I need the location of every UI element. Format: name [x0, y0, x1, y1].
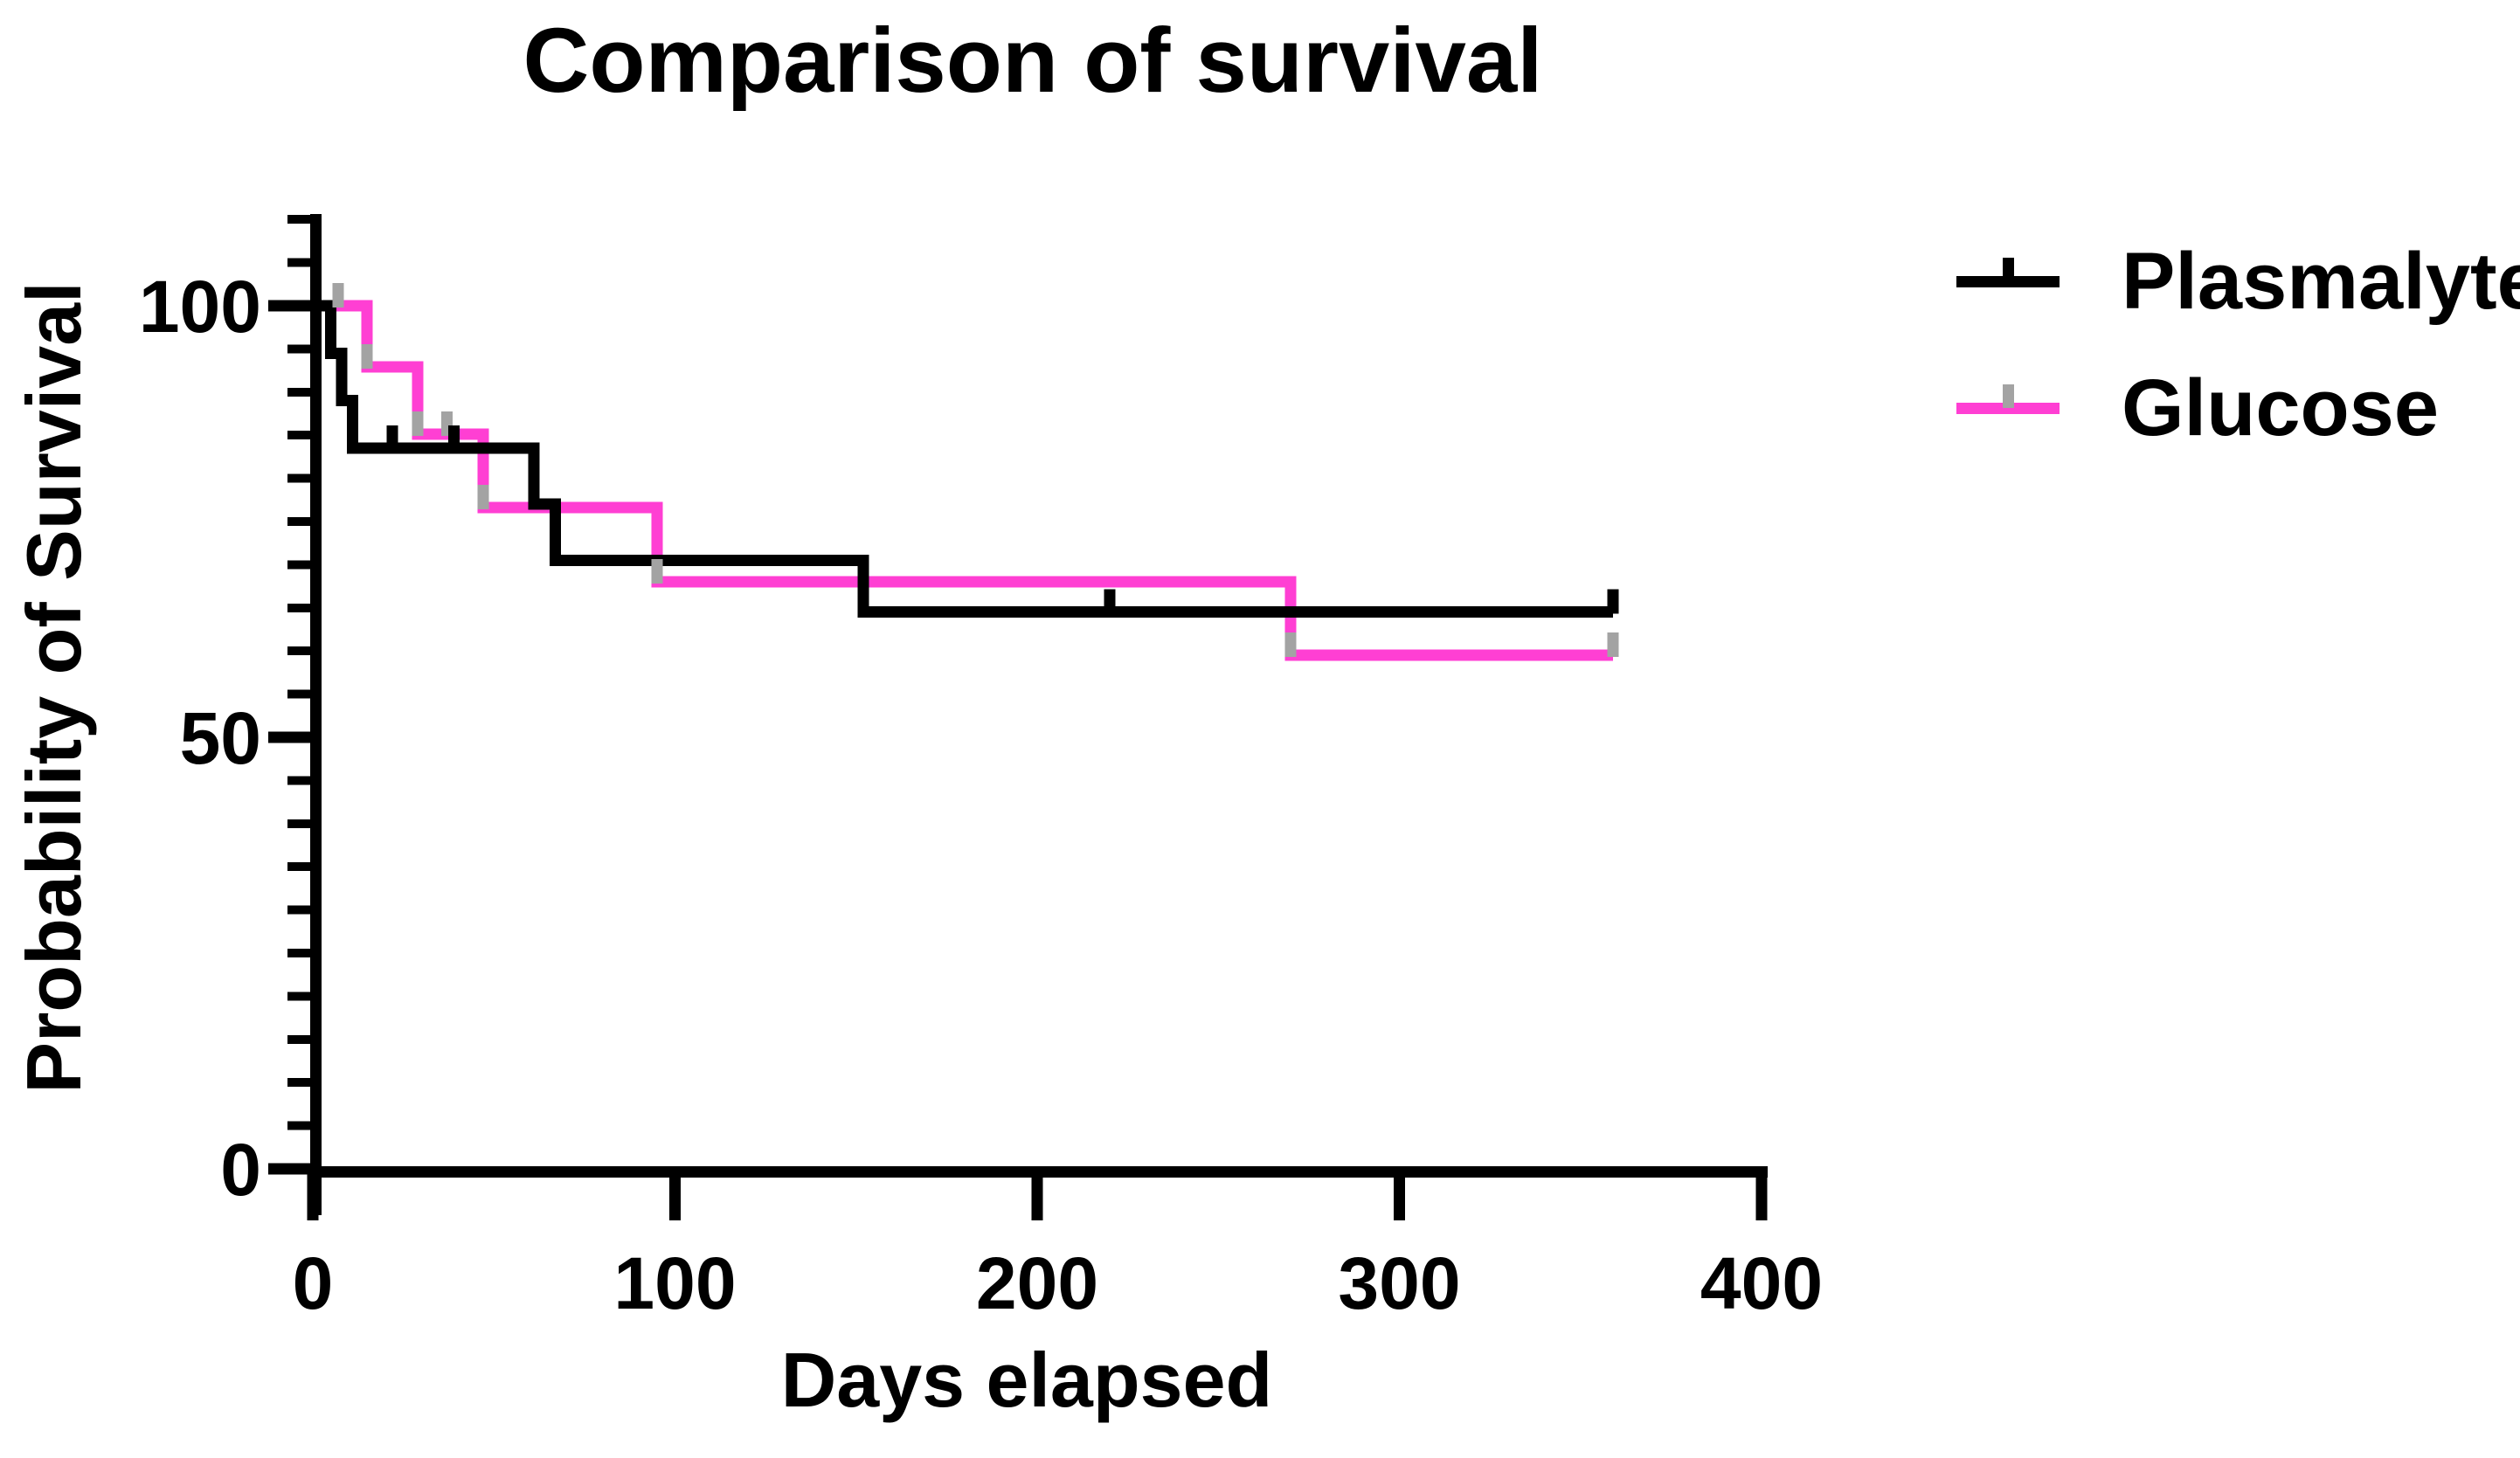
- plasmalyte-curve: [313, 300, 1614, 618]
- x-tick-label: 100: [613, 1242, 736, 1324]
- censor-tick-glucose: [1284, 632, 1297, 658]
- y-major-tick: [268, 300, 322, 312]
- y-minor-tick: [287, 905, 310, 915]
- x-tick: [1755, 1171, 1768, 1220]
- chart-title: Comparison of survival: [523, 10, 1543, 112]
- censor-tick-glucose: [412, 411, 424, 437]
- legend-line-plasmalyte: [1956, 276, 2060, 287]
- legend-item-plasmalyte: Plasmalyte: [1956, 233, 2520, 329]
- y-minor-tick: [287, 344, 310, 354]
- legend-line-glucose: [1956, 403, 2060, 414]
- y-minor-tick: [287, 689, 310, 699]
- y-axis-spine: [310, 214, 322, 1215]
- y-minor-tick: [287, 1078, 310, 1088]
- x-tick: [1394, 1171, 1405, 1220]
- y-minor-tick: [287, 603, 310, 612]
- y-tick-label: 100: [139, 266, 261, 348]
- y-minor-tick: [287, 258, 310, 267]
- legend-label-plasmalyte: Plasmalyte: [2122, 237, 2520, 326]
- y-tick-label: 50: [180, 697, 261, 779]
- y-minor-tick: [287, 819, 310, 828]
- y-minor-tick: [287, 646, 310, 656]
- legend: Plasmalyte Glucose: [1956, 233, 2520, 456]
- x-tick: [669, 1171, 681, 1220]
- censor-tick-glucose: [477, 485, 489, 510]
- y-minor-tick: [287, 992, 310, 1001]
- censor-tick-plasmalyte: [1607, 589, 1619, 614]
- x-tick-label: 300: [1338, 1242, 1460, 1324]
- x-tick: [307, 1171, 319, 1220]
- censor-tick-plasmalyte: [386, 425, 398, 451]
- legend-label-glucose: Glucose: [2122, 363, 2440, 453]
- censor-tick-glucose: [1607, 632, 1619, 658]
- y-minor-tick: [287, 215, 310, 225]
- y-major-tick: [268, 731, 322, 743]
- x-tick-label: 0: [293, 1242, 334, 1324]
- censor-tick-plasmalyte: [1104, 589, 1116, 614]
- y-minor-tick: [287, 517, 310, 526]
- y-minor-tick: [287, 387, 310, 397]
- legend-censor-tick-plasmalyte: [2003, 258, 2014, 281]
- x-tick-label: 200: [976, 1242, 1098, 1324]
- y-minor-tick: [287, 776, 310, 785]
- legend-item-glucose: Glucose: [1956, 360, 2516, 456]
- y-minor-tick: [287, 1034, 310, 1044]
- legend-censor-tick-glucose: [2003, 384, 2014, 408]
- censor-tick-glucose: [361, 344, 373, 370]
- x-tick-label: 400: [1700, 1242, 1823, 1324]
- y-minor-tick: [287, 431, 310, 440]
- glucose-curve: [313, 300, 1614, 661]
- censor-tick-plasmalyte: [448, 425, 460, 451]
- y-minor-tick: [287, 560, 310, 570]
- y-minor-tick: [287, 862, 310, 872]
- censor-tick-glucose: [332, 283, 344, 307]
- censor-tick-glucose: [651, 559, 663, 584]
- y-minor-tick: [287, 949, 310, 957]
- y-tick-label: 0: [220, 1129, 261, 1211]
- x-axis-title: Days elapsed: [780, 1337, 1273, 1423]
- y-minor-tick: [287, 1121, 310, 1130]
- x-tick: [1031, 1171, 1043, 1220]
- y-minor-tick: [287, 473, 310, 483]
